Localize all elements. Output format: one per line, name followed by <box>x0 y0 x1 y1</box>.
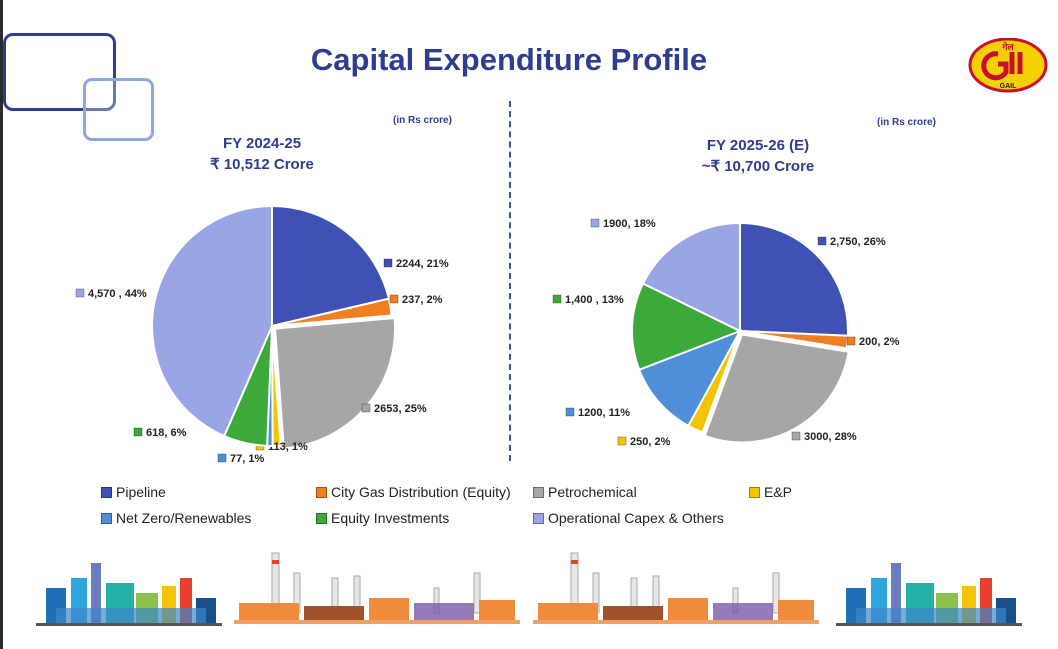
pie-1-label-marker-5 <box>552 294 562 304</box>
pie-0-slice-0 <box>271 204 391 328</box>
pie-1-label-marker-3 <box>617 436 627 446</box>
pie-0-slice-6 <box>151 204 273 438</box>
chart-left-heading: FY 2024-25 ₹ 10,512 Crore <box>182 133 342 175</box>
decorative-square-light <box>83 78 154 141</box>
decorative-square-dark <box>3 33 116 111</box>
pie-0-label-marker-6 <box>75 288 85 298</box>
legend-label: City Gas Distribution (Equity) <box>331 484 511 500</box>
pie-0-data-label-0: 2244, 21% <box>396 258 449 270</box>
chart-legend: Pipeline City Gas Distribution (Equity) Pe… <box>0 0 1058 526</box>
pie-1-slice-4 <box>637 329 743 428</box>
pie-0-data-label-5: 618, 6% <box>146 427 187 439</box>
legend-swatch-icon <box>749 486 760 498</box>
pie-1-data-label-2: 3000, 28% <box>804 431 857 443</box>
pie-0-label-marker-5 <box>133 427 143 437</box>
pie-0-label-marker-2 <box>361 403 371 413</box>
legend-swatch-icon <box>533 512 544 524</box>
legend-swatch-icon <box>316 512 327 524</box>
pie-1-slice-6 <box>641 221 741 333</box>
logo-hindi-text: गेल <box>1001 41 1014 52</box>
legend-item-2: Petrochemical <box>533 484 637 500</box>
pie-0-slice-2 <box>273 316 397 450</box>
chart-left-subtitle: ₹ 10,512 Crore <box>210 156 314 173</box>
pie-0-data-label-6: 4,570 , 44% <box>88 288 147 300</box>
legend-label: E&P <box>764 484 793 500</box>
pie-1-slice-0 <box>739 221 849 337</box>
legend-swatch-icon <box>316 486 327 498</box>
pie-1-label-marker-0 <box>817 236 827 246</box>
logo-text: GAIL <box>1000 83 1017 90</box>
legend-label: Net Zero/Renewables <box>116 510 252 526</box>
legend-label: Petrochemical <box>548 484 637 500</box>
chart-right-heading: FY 2025-26 (E) ~₹ 10,700 Crore <box>668 135 848 177</box>
legend-label: Operational Capex & Others <box>548 510 724 526</box>
legend-label: Pipeline <box>116 484 166 500</box>
pie-0-label-marker-0 <box>383 258 393 268</box>
pie-0-data-label-3: 113, 1% <box>268 441 308 453</box>
section-divider <box>509 101 511 461</box>
skyline-illustration-3 <box>533 552 819 624</box>
legend-item-3: E&P <box>749 484 792 500</box>
pie-0-slice-1 <box>271 297 393 327</box>
legend-item-6: Operational Capex & Others <box>533 510 724 526</box>
pie-1-label-marker-1 <box>846 336 856 346</box>
legend-label: Equity Investments <box>331 510 450 526</box>
chart-left-title: FY 2024-25 <box>222 135 302 152</box>
pie-0-data-label-4: 77, 1% <box>230 453 264 465</box>
legend-item-0: Pipeline <box>101 484 166 500</box>
page-title: Capital Expenditure Profile <box>310 42 708 77</box>
legend-item-5: Equity Investments <box>316 510 449 526</box>
pie-1-slice-2 <box>703 333 850 444</box>
gail-logo: गेल GAIL <box>968 38 1048 93</box>
pie-0-label-marker-1 <box>389 294 399 304</box>
pie-1-label-marker-2 <box>791 431 801 441</box>
left-edge-bar <box>0 0 3 649</box>
skyline-illustration-2 <box>234 552 520 624</box>
legend-item-1: City Gas Distribution (Equity) <box>316 484 511 500</box>
pie-0-data-label-2: 2653, 25% <box>374 403 427 415</box>
pie-1-label-marker-6 <box>590 218 600 228</box>
legend-item-4: Net Zero/Renewables <box>101 510 251 526</box>
pie-0-data-label-1: 237, 2% <box>402 294 443 306</box>
chart-right-title: FY 2025-26 (E) <box>706 137 810 154</box>
skyline-illustration-4 <box>836 563 1022 626</box>
pie-1-data-label-3: 250, 2% <box>630 436 671 448</box>
unit-note-left: (in Rs crore) <box>393 115 452 126</box>
pie-1-data-label-5: 1,400 , 13% <box>565 294 624 306</box>
skyline-illustration-1 <box>36 563 222 626</box>
pie-1-data-label-0: 2,750, 26% <box>830 236 886 248</box>
pie-1-data-label-4: 1200, 11% <box>578 407 630 419</box>
pie-1-label-marker-4 <box>565 407 575 417</box>
pie-1-slice-5 <box>631 282 743 372</box>
unit-note-right: (in Rs crore) <box>877 117 936 128</box>
legend-swatch-icon <box>533 486 544 498</box>
chart-right-subtitle: ~₹ 10,700 Crore <box>701 158 815 175</box>
legend-swatch-icon <box>101 486 112 498</box>
pie-1-data-label-6: 1900, 18% <box>603 218 656 230</box>
pie-0-label-marker-4 <box>217 453 227 463</box>
pie-1-data-label-1: 200, 2% <box>859 336 900 348</box>
legend-swatch-icon <box>101 512 112 524</box>
